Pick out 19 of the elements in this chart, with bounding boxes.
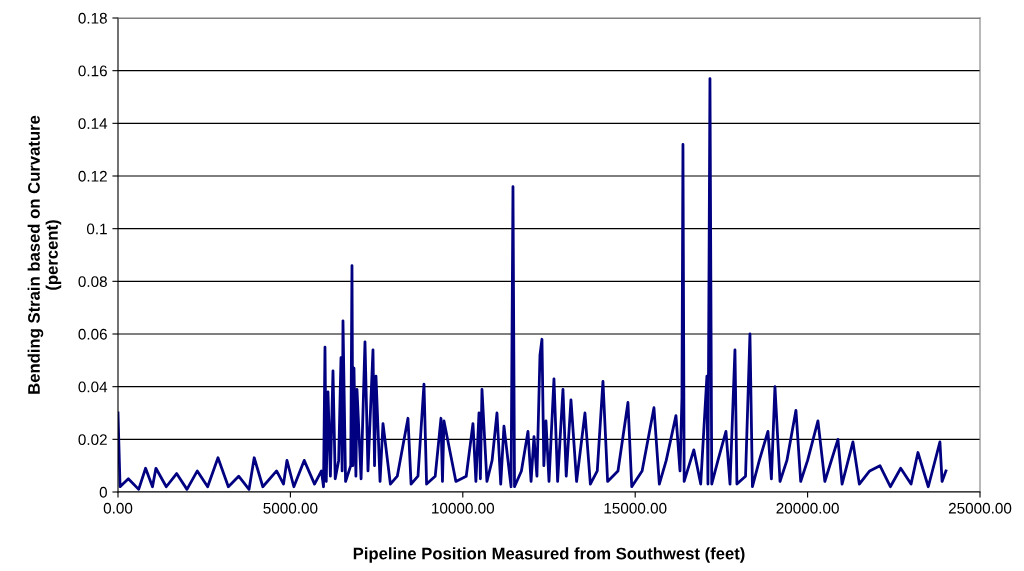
line-series	[118, 77, 948, 491]
y-tick-label: 0.18	[78, 12, 107, 24]
y-axis-title: Bending Strain based on Curvature (percent)	[27, 115, 62, 394]
y-tick-label: 0.14	[78, 118, 108, 130]
y-tick-label: 0.08	[78, 276, 107, 288]
y-tick-label: 0.04	[78, 381, 108, 393]
y-tick-label: 0.12	[78, 170, 107, 182]
y-tick-label: 0.02	[78, 434, 107, 446]
x-tick-label: 5000.00	[263, 502, 318, 514]
x-tick-label: 10000.00	[432, 502, 495, 514]
y-tick-label: 0.1	[86, 223, 107, 235]
y-tick-label: 0.16	[78, 65, 107, 77]
x-axis-title: Pipeline Position Measured from Southwest (feet)	[353, 547, 745, 563]
y-tick-label: 0.06	[78, 328, 107, 340]
x-tick-label: 0.00	[103, 502, 133, 514]
y-tick-label: 0	[99, 486, 107, 498]
x-tick-label: 20000.00	[776, 502, 839, 514]
x-tick-label: 25000.00	[948, 502, 1012, 514]
x-tick-label: 15000.00	[604, 502, 667, 514]
